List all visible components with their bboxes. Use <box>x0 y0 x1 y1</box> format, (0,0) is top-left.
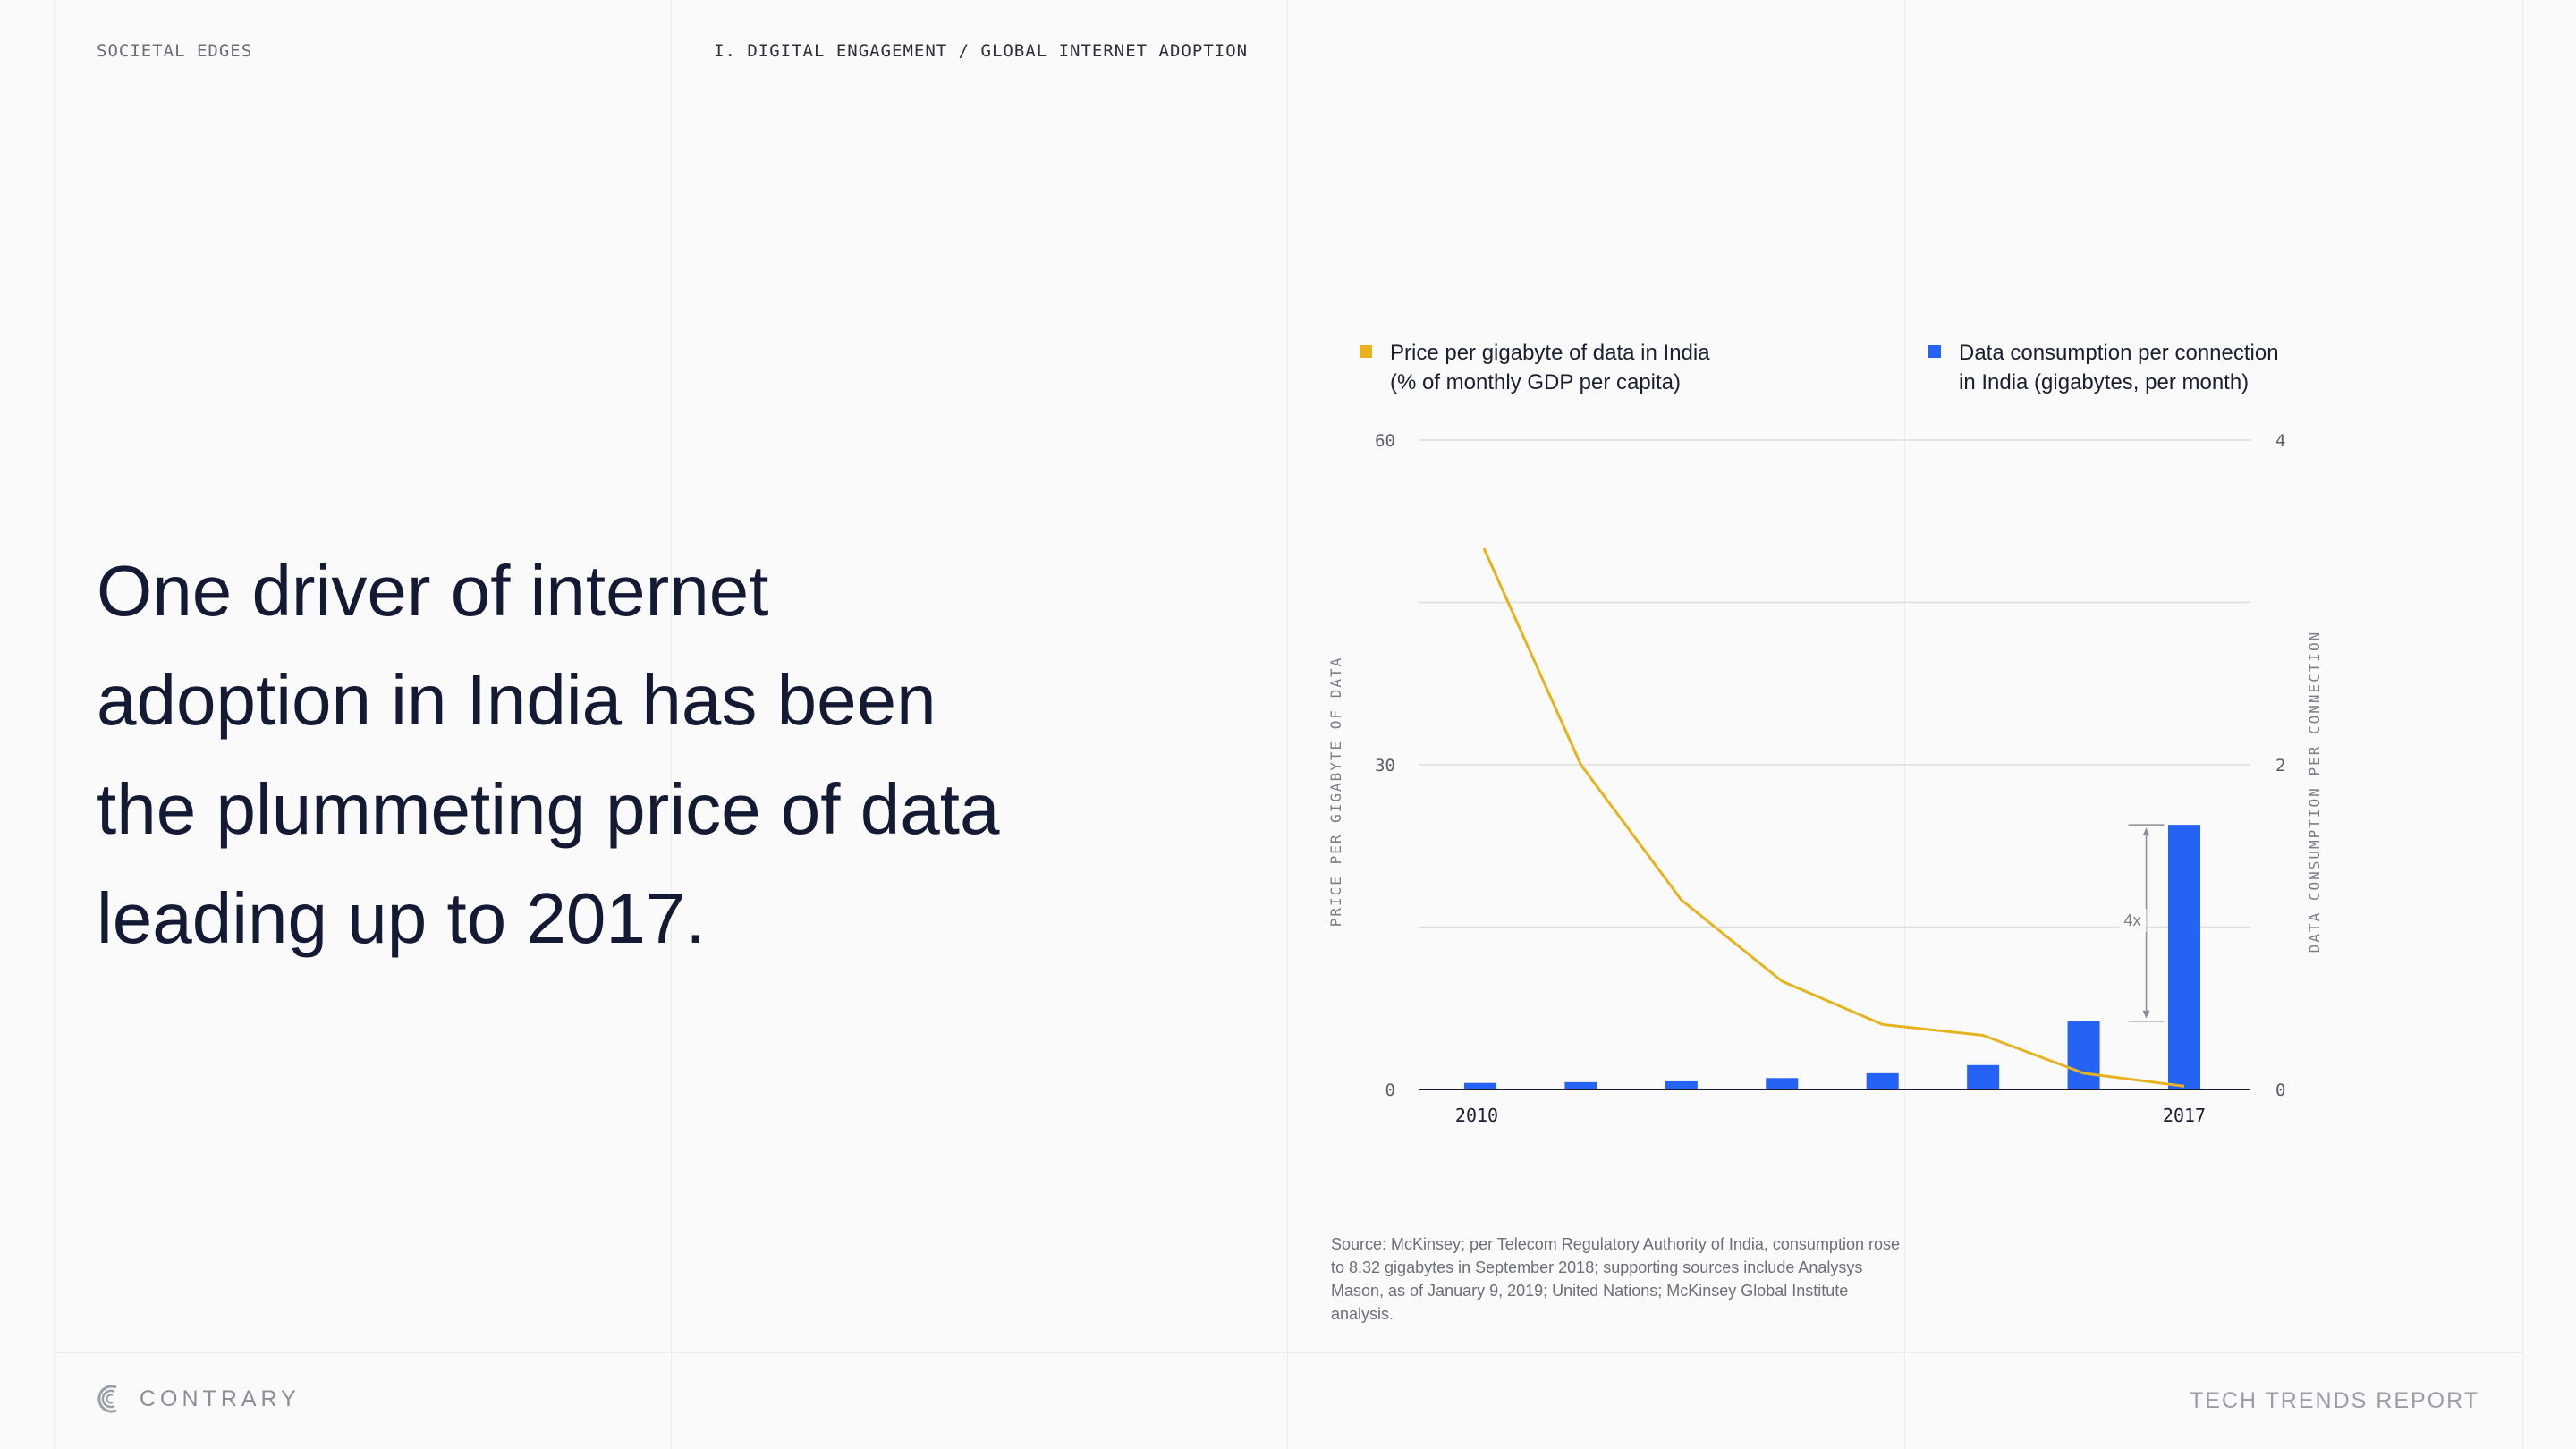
annotation-arrow <box>2142 827 2150 836</box>
legend-consumption-line2: in India (gigabytes, per month) <box>1959 370 2250 394</box>
legend-consumption-line1: Data consumption per connection <box>1959 341 2279 365</box>
annotation-label: 4x <box>2124 911 2141 929</box>
headline: One driver of internet adoption in India… <box>97 551 1000 958</box>
legend-swatch-consumption <box>1928 345 1941 358</box>
report-name: TECH TRENDS REPORT <box>2189 1388 2479 1413</box>
chart: 0 30 60 0 2 4 2010 2017 PRICE PER GIGABYTE OF DA… <box>1327 431 2323 1126</box>
legend-price-line2: (% of monthly GDP per capita) <box>1390 370 1682 394</box>
column-divider <box>2522 0 2523 1449</box>
contrary-logo-icon <box>97 1385 117 1413</box>
bar <box>1665 1080 1698 1089</box>
price-line <box>1482 547 2185 1088</box>
y-axis-title-left: PRICE PER GIGABYTE OF DATA <box>1327 657 1344 927</box>
annotation-label-bg <box>2119 908 2147 932</box>
contrary-logo: CONTRARY <box>95 1383 301 1415</box>
legend-price-line1: Price per gigabyte of data in India <box>1390 341 1710 365</box>
section-label: SOCIETAL EDGES <box>97 41 253 61</box>
column-divider <box>1904 0 1905 1449</box>
brand-name: CONTRARY <box>140 1385 301 1411</box>
bar <box>1464 1082 1496 1089</box>
column-divider <box>671 0 672 1449</box>
source-note: Source: McKinsey; per Telecom Regulatory… <box>1331 1235 1900 1323</box>
bar <box>1866 1072 1899 1089</box>
y-axis-title-right: DATA CONSUMPTION PER CONNECTION <box>2306 631 2323 953</box>
x-tick-label: 2017 <box>2163 1105 2206 1126</box>
y-tick-right: 0 <box>2275 1080 2285 1100</box>
column-divider <box>1287 0 1288 1449</box>
y-tick-right: 2 <box>2275 756 2285 775</box>
x-tick-label: 2010 <box>1455 1105 1498 1126</box>
legend-swatch-price <box>1360 345 1372 358</box>
y-tick-right: 4 <box>2275 431 2285 451</box>
breadcrumb: I. DIGITAL ENGAGEMENT / GLOBAL INTERNET … <box>714 41 1249 61</box>
y-tick-left: 30 <box>1375 756 1395 775</box>
y-tick-left: 0 <box>1385 1080 1395 1100</box>
column-divider <box>54 0 55 1449</box>
bar <box>1967 1064 2000 1089</box>
footer-divider <box>54 1352 2522 1353</box>
bar <box>1564 1081 1597 1089</box>
bar <box>2067 1021 2100 1089</box>
annotation-arrow <box>2142 1010 2150 1019</box>
bar <box>2168 825 2200 1089</box>
bar <box>1766 1078 1799 1089</box>
y-tick-left: 60 <box>1375 431 1395 451</box>
